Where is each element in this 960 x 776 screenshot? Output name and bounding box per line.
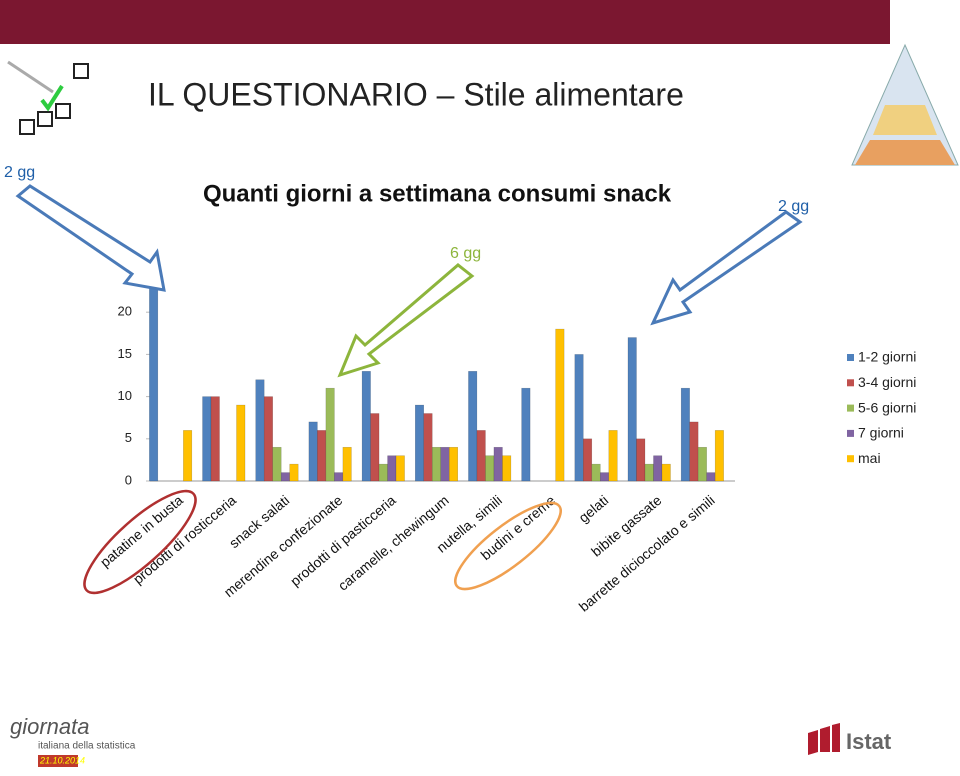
bar bbox=[395, 455, 405, 482]
bar bbox=[149, 286, 159, 482]
bar bbox=[289, 463, 299, 482]
bar bbox=[476, 430, 486, 482]
bar bbox=[697, 446, 707, 482]
bar bbox=[342, 446, 352, 482]
bar bbox=[440, 446, 450, 482]
bar bbox=[689, 421, 699, 482]
bar bbox=[317, 430, 327, 482]
y-tick-label: 10 bbox=[118, 388, 132, 403]
bar bbox=[280, 472, 290, 482]
bar bbox=[555, 328, 565, 482]
bar bbox=[574, 354, 584, 482]
bar bbox=[521, 387, 531, 482]
bar bbox=[502, 455, 512, 482]
legend-label: 5-6 giorni bbox=[858, 399, 916, 415]
bar bbox=[493, 446, 503, 482]
bar bbox=[387, 455, 397, 482]
arrows bbox=[15, 184, 803, 378]
bar bbox=[432, 446, 441, 482]
bar bbox=[263, 396, 273, 482]
bar bbox=[653, 455, 663, 482]
bar bbox=[210, 396, 220, 482]
y-tick-label: 20 bbox=[118, 304, 132, 319]
bar bbox=[468, 371, 478, 482]
bar bbox=[378, 463, 388, 482]
bar bbox=[627, 337, 637, 482]
bar bbox=[423, 413, 433, 482]
logo-text: Istat bbox=[846, 729, 892, 754]
logo-text: italiana della statistica bbox=[38, 741, 136, 752]
bar bbox=[661, 463, 671, 482]
event-logo: giornata italiana della statistica 21.10… bbox=[10, 714, 136, 767]
questionnaire-icon bbox=[7, 60, 89, 135]
legend-swatch bbox=[847, 404, 854, 412]
food-pyramid bbox=[851, 43, 959, 166]
bar bbox=[308, 421, 318, 482]
legend-swatch bbox=[847, 429, 854, 437]
bar bbox=[334, 472, 344, 482]
bar bbox=[202, 396, 212, 482]
bar bbox=[255, 379, 265, 482]
highlight bbox=[83, 489, 197, 595]
y-tick-label: 0 bbox=[125, 472, 132, 487]
legend-label: 1-2 giorni bbox=[858, 349, 916, 365]
bar bbox=[600, 472, 610, 482]
bar bbox=[714, 430, 724, 482]
bar bbox=[361, 371, 371, 482]
bar bbox=[272, 446, 282, 482]
bar bbox=[183, 430, 193, 482]
bar bbox=[680, 387, 690, 482]
legend-label: 3-4 giorni bbox=[858, 374, 916, 390]
y-tick-label: 15 bbox=[118, 346, 132, 361]
logo-text: giornata bbox=[10, 714, 90, 739]
bar bbox=[370, 413, 380, 482]
logo-date: 21.10.2014 bbox=[39, 755, 85, 765]
bar bbox=[706, 472, 716, 482]
y-tick-label: 5 bbox=[125, 430, 132, 445]
slide-title: IL QUESTIONARIO – Stile alimentare bbox=[148, 76, 684, 112]
legend-label: mai bbox=[858, 450, 881, 466]
chart-title: Quanti giorni a settimana consumi snack bbox=[203, 180, 672, 207]
header-bar bbox=[0, 0, 890, 44]
highlight bbox=[454, 501, 562, 591]
x-tick-label: prodotti di rosticceria bbox=[130, 492, 239, 587]
bar bbox=[325, 387, 335, 482]
bar bbox=[485, 455, 495, 482]
legend-swatch bbox=[847, 354, 854, 361]
annotation: 2 gg bbox=[4, 164, 35, 181]
bar bbox=[236, 404, 246, 482]
bar bbox=[415, 404, 424, 482]
legend-swatch bbox=[847, 379, 854, 387]
legend-label: 7 giorni bbox=[858, 425, 904, 441]
x-tick-label: gelati bbox=[575, 492, 611, 526]
bar bbox=[583, 438, 593, 482]
bar bbox=[636, 438, 646, 482]
bar bbox=[608, 430, 618, 482]
annotation: 6 gg bbox=[450, 245, 481, 262]
bar bbox=[591, 463, 601, 482]
bar bbox=[449, 446, 458, 482]
legend-swatch bbox=[847, 455, 854, 463]
brand-logo: Istat bbox=[808, 723, 892, 755]
bar bbox=[644, 463, 654, 482]
